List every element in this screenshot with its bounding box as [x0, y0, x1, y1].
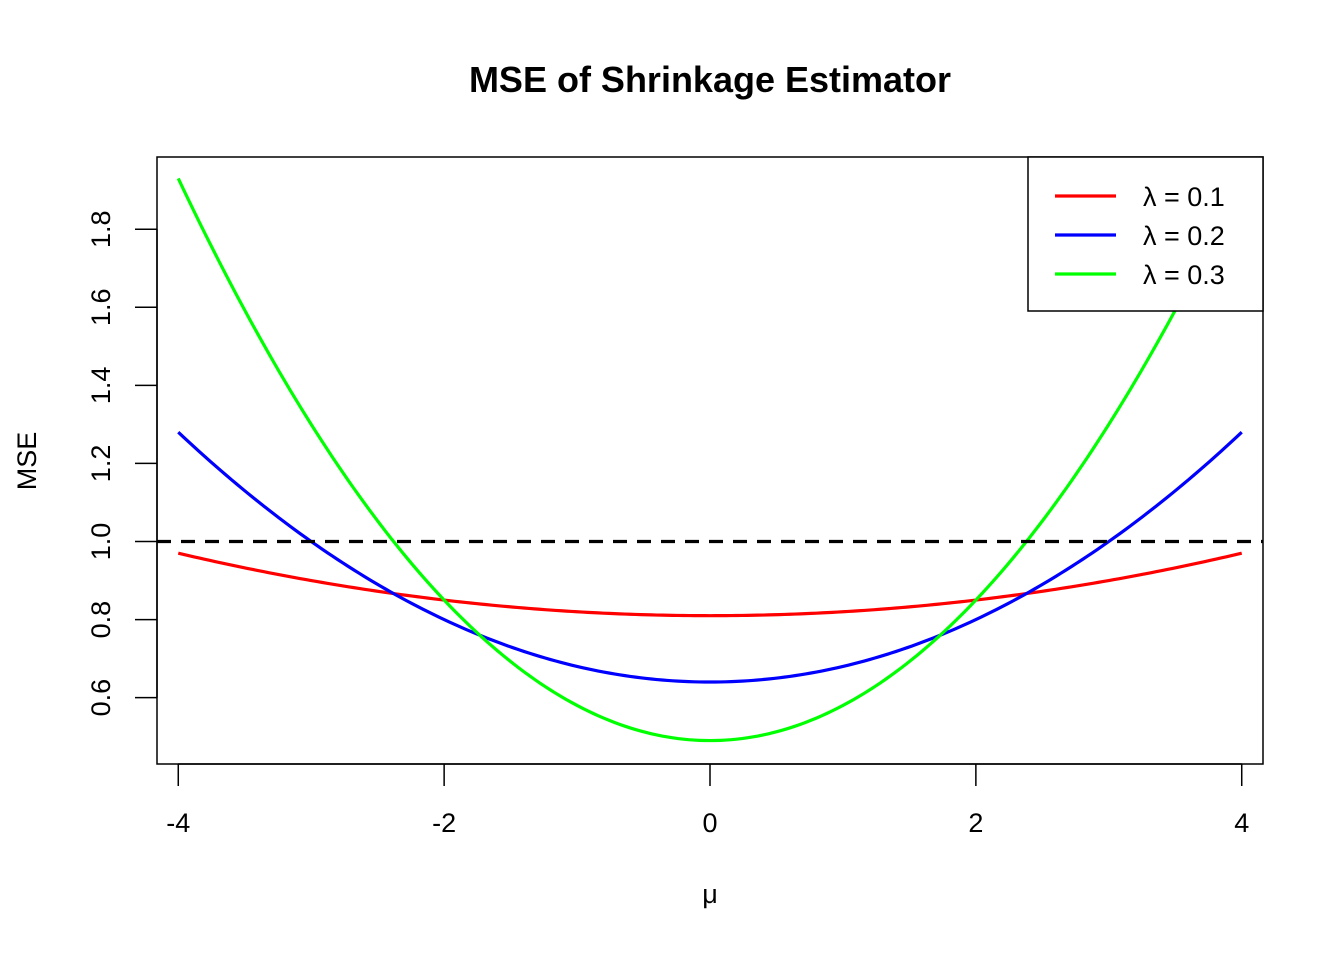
legend: λ = 0.1 λ = 0.2 λ = 0.3 [1027, 156, 1264, 312]
x-axis-label: μ [702, 879, 718, 909]
x-axis: -4 -2 0 2 4 [166, 763, 1249, 838]
y-tick-label: 1.6 [86, 289, 116, 327]
chart-title: MSE of Shrinkage Estimator [469, 59, 951, 100]
legend-label: λ = 0.1 [1143, 182, 1225, 212]
x-tick-label: 2 [968, 808, 983, 838]
y-tick-label: 0.6 [86, 679, 116, 717]
y-tick-label: 1.2 [86, 445, 116, 483]
series-line-1 [177, 551, 1243, 618]
legend-label: λ = 0.2 [1143, 221, 1225, 251]
series-line-2 [177, 431, 1243, 684]
x-tick-label: 4 [1234, 808, 1249, 838]
series-line-3 [176, 177, 1244, 743]
x-tick-label: -4 [166, 808, 190, 838]
legend-label: λ = 0.3 [1143, 260, 1225, 290]
y-tick-label: 1.0 [86, 523, 116, 561]
y-axis: 0.6 0.8 1.0 1.2 1.4 1.6 1.8 [86, 210, 158, 717]
x-tick-label: 0 [702, 808, 717, 838]
x-tick-label: -2 [432, 808, 456, 838]
y-tick-label: 0.8 [86, 601, 116, 639]
y-tick-label: 1.4 [86, 367, 116, 405]
y-tick-label: 1.8 [86, 210, 116, 248]
y-axis-label: MSE [12, 432, 42, 491]
plot-area [157, 177, 1263, 743]
